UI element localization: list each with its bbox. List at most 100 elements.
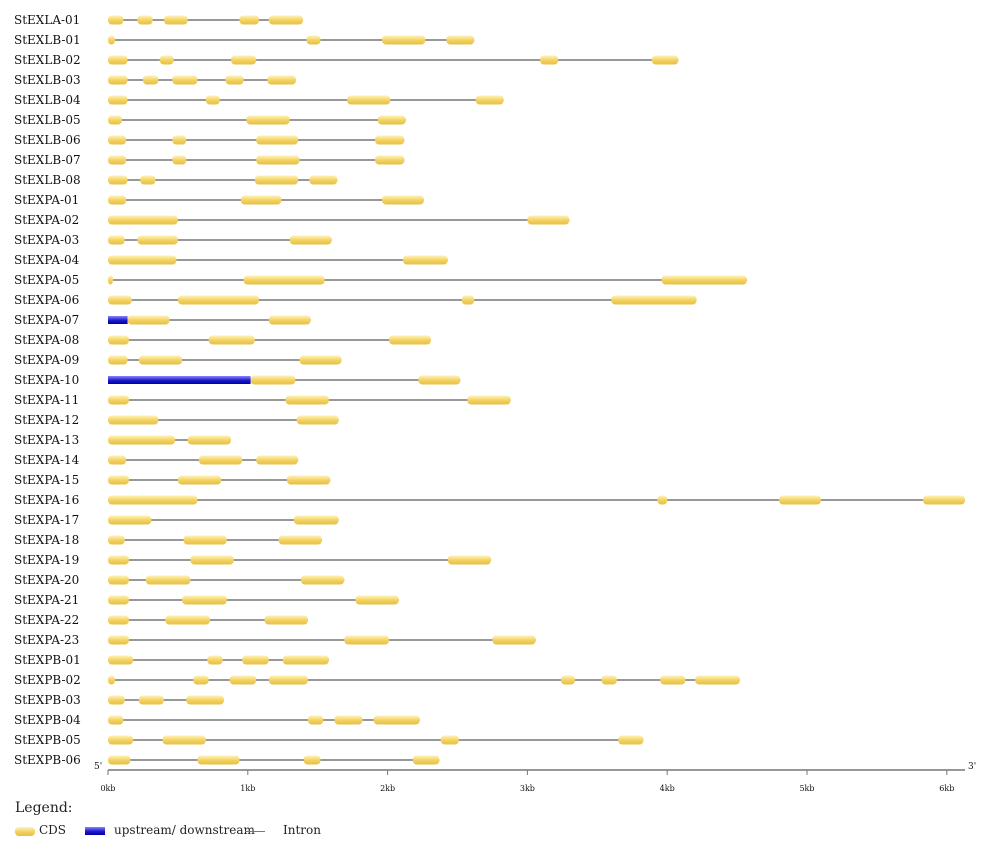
cds-box (527, 215, 570, 225)
cds-box (268, 315, 311, 325)
cds-swatch (15, 827, 35, 836)
three-prime-label: 3' (968, 762, 976, 772)
cds-box (446, 35, 475, 45)
gene-row: StEXLB-08 (14, 173, 338, 187)
cds-box (373, 715, 420, 725)
gene-row: StEXPA-23 (14, 633, 536, 647)
gene-label: StEXPA-20 (14, 573, 79, 587)
gene-label: StEXPA-11 (14, 393, 79, 407)
gene-label: StEXPA-15 (14, 473, 79, 487)
gene-label: StEXLB-05 (14, 113, 81, 127)
cds-box (923, 495, 965, 505)
cds-box (163, 15, 188, 25)
cds-box (375, 135, 405, 145)
gene-row: StEXLB-07 (14, 153, 405, 167)
legend-title: Legend: (15, 800, 73, 816)
gene-label: StEXPA-10 (14, 373, 79, 387)
gene-row: StEXPA-19 (14, 553, 492, 567)
cds-box (108, 15, 124, 25)
gene-row: StEXPA-22 (14, 613, 308, 627)
gene-label: StEXLB-01 (14, 33, 81, 47)
gene-label: StEXLB-07 (14, 153, 81, 167)
gene-label: StEXPA-12 (14, 413, 79, 427)
cds-box (611, 295, 697, 305)
cds-box (560, 675, 575, 685)
cds-box (108, 115, 122, 125)
gene-structure-diagram: StEXLA-01 StEXLB-01 StEXLB-02 StEXLB-03 StEX… (14, 13, 976, 793)
cds-box (108, 355, 128, 365)
gene-row: StEXPB-04 (14, 713, 420, 727)
gene-label: StEXLB-03 (14, 73, 81, 87)
cds-box (307, 715, 324, 725)
cds-box (182, 595, 227, 605)
gene-row: StEXPB-03 (14, 693, 225, 707)
cds-box (601, 675, 617, 685)
cds-box (108, 615, 129, 625)
cds-box (108, 555, 129, 565)
cds-box (159, 55, 174, 65)
gene-row: StEXPA-02 (14, 213, 570, 227)
cds-box (108, 435, 176, 445)
cds-box (355, 595, 399, 605)
cds-box (137, 15, 153, 25)
gene-label: StEXPA-06 (14, 293, 79, 307)
gene-label: StEXLB-06 (14, 133, 81, 147)
cds-box (695, 675, 740, 685)
gene-label: StEXPA-05 (14, 273, 79, 287)
cds-box (177, 295, 259, 305)
gene-row: StEXLB-06 (14, 133, 405, 147)
cds-box (108, 655, 134, 665)
gene-row: StEXLB-01 (14, 33, 475, 47)
cds-box (108, 395, 129, 405)
cds-box (108, 515, 152, 525)
cds-box (240, 195, 282, 205)
cds-box (140, 175, 156, 185)
gene-row: StEXPA-14 (14, 453, 299, 467)
cds-box (108, 595, 129, 605)
cds-box (660, 675, 686, 685)
cds-box (172, 75, 198, 85)
gene-label: StEXLB-02 (14, 53, 81, 67)
cds-box (299, 355, 342, 365)
cds-box (108, 215, 178, 225)
five-prime-label: 5' (94, 762, 102, 772)
cds-box (264, 615, 308, 625)
gene-row: StEXLB-05 (14, 113, 406, 127)
gene-row: StEXPB-05 (14, 733, 644, 747)
cds-box (183, 535, 227, 545)
cds-box (108, 715, 124, 725)
cds-box (254, 175, 299, 185)
cds-box (256, 155, 300, 165)
cds-box (278, 535, 322, 545)
legend-label-intron: Intron (283, 823, 321, 837)
cds-box (661, 275, 747, 285)
cds-box (651, 55, 679, 65)
cds-box (300, 575, 345, 585)
gene-label: StEXPB-06 (14, 753, 81, 767)
cds-box (108, 415, 159, 425)
cds-box (306, 35, 321, 45)
cds-box (231, 55, 257, 65)
gene-rows: StEXLA-01 StEXLB-01 StEXLB-02 StEXLB-03 StEX… (14, 13, 965, 767)
upstream-swatch (85, 827, 105, 835)
cds-box (303, 755, 321, 765)
cds-box (492, 635, 536, 645)
cds-box (137, 235, 178, 245)
gene-label: StEXPB-01 (14, 653, 81, 667)
axis-tick-label: 1kb (240, 784, 255, 793)
cds-box (186, 695, 225, 705)
legend-label-cds: CDS (39, 823, 67, 837)
gene-label: StEXPA-21 (14, 593, 79, 607)
gene-row: StEXPA-20 (14, 573, 345, 587)
cds-box (108, 235, 125, 245)
cds-box (108, 295, 132, 305)
cds-box (539, 55, 559, 65)
cds-box (177, 475, 222, 485)
cds-box (334, 715, 363, 725)
cds-box (268, 675, 308, 685)
cds-box (412, 755, 440, 765)
gene-label: StEXPA-03 (14, 233, 79, 247)
gene-label: StEXPB-03 (14, 693, 81, 707)
axis-tick-label: 5kb (799, 784, 814, 793)
cds-box (309, 175, 338, 185)
